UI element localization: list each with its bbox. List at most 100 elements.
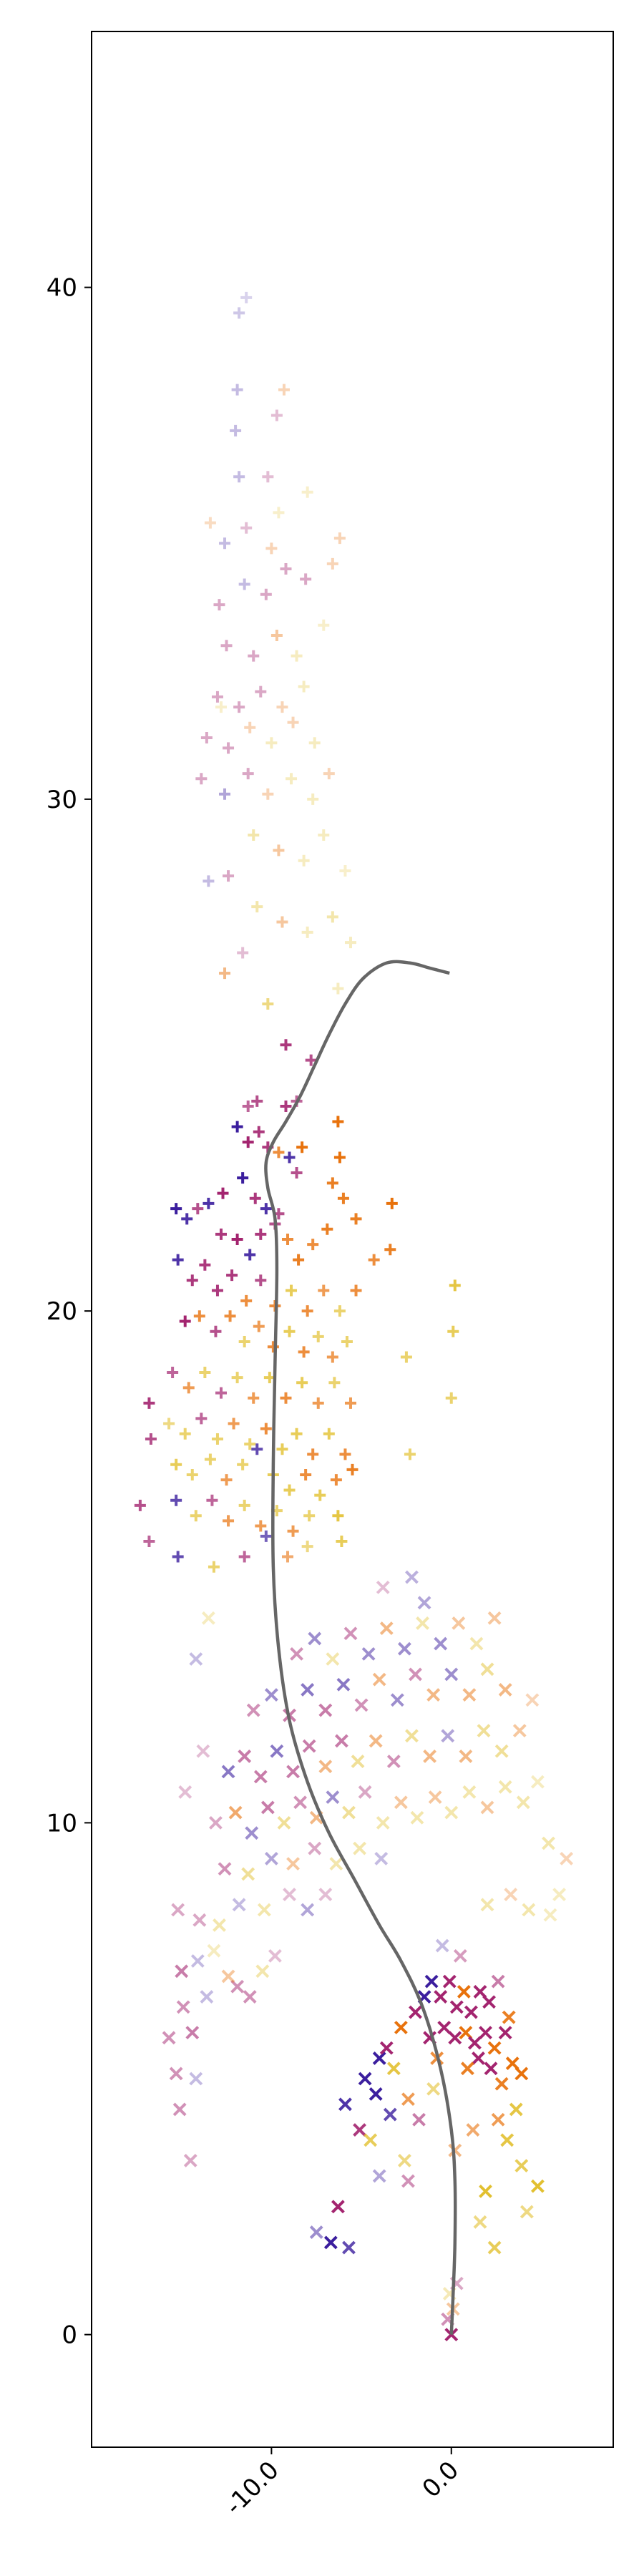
x-marker xyxy=(171,1903,185,1917)
x-marker xyxy=(336,1677,351,1692)
x-marker xyxy=(522,1903,536,1917)
plus-marker xyxy=(215,1228,227,1240)
plus-marker xyxy=(260,588,272,600)
x-marker xyxy=(260,1800,275,1815)
x-marker xyxy=(504,1888,518,1901)
plus-marker xyxy=(303,1510,316,1522)
plus-marker xyxy=(219,537,231,550)
plus-marker xyxy=(237,1172,249,1184)
plus-marker xyxy=(195,1413,208,1425)
plus-marker xyxy=(332,1116,344,1128)
x-marker xyxy=(335,1734,348,1748)
plus-marker xyxy=(333,1305,346,1317)
x-marker xyxy=(409,2005,422,2019)
plus-marker xyxy=(265,542,278,555)
plus-marker xyxy=(231,1372,243,1384)
x-marker xyxy=(213,1918,226,1932)
x-marker xyxy=(207,1943,221,1958)
x-marker xyxy=(354,1698,369,1712)
plus-marker xyxy=(282,1234,294,1245)
plus-marker xyxy=(350,1284,362,1297)
x-marker xyxy=(331,2200,345,2214)
plus-marker xyxy=(143,1536,155,1547)
plus-marker xyxy=(242,1101,254,1113)
plus-marker xyxy=(233,471,245,483)
x-marker xyxy=(308,1841,322,1855)
plus-marker xyxy=(339,865,351,877)
x-marker xyxy=(500,2133,514,2147)
plus-marker xyxy=(206,1494,218,1506)
x-marker xyxy=(543,1908,557,1922)
x-marker xyxy=(329,1857,343,1871)
plus-marker xyxy=(215,701,227,713)
plus-marker xyxy=(296,1141,308,1153)
x-marker xyxy=(512,1724,527,1738)
plus-marker xyxy=(260,1530,272,1542)
plus-marker xyxy=(308,737,321,749)
plus-marker xyxy=(283,1151,296,1163)
plus-marker xyxy=(400,1351,412,1363)
plus-marker xyxy=(208,1561,220,1573)
x-marker xyxy=(301,1683,315,1697)
plus-marker xyxy=(368,1254,380,1266)
x-marker xyxy=(480,1800,494,1815)
trajectory-line xyxy=(264,960,457,2335)
x-marker xyxy=(498,1683,512,1697)
plus-marker xyxy=(301,486,313,498)
x-marker xyxy=(479,2184,492,2198)
plus-marker xyxy=(238,1336,250,1348)
x-marker xyxy=(277,1815,291,1830)
x-marker xyxy=(468,2036,482,2050)
x-marker xyxy=(238,1749,252,1763)
x-marker xyxy=(178,1785,192,1799)
x-marker xyxy=(343,1626,358,1641)
x-marker xyxy=(453,1948,467,1963)
plus-marker xyxy=(283,1484,296,1496)
plus-marker xyxy=(251,1443,263,1455)
plus-marker xyxy=(145,1433,157,1445)
plus-marker xyxy=(231,1121,243,1133)
x-marker xyxy=(364,2133,378,2147)
x-marker xyxy=(469,1636,484,1651)
plus-marker xyxy=(260,1423,272,1435)
plus-marker xyxy=(318,619,330,631)
x-marker xyxy=(372,2169,386,2183)
plus-marker xyxy=(336,1536,348,1547)
plus-marker xyxy=(219,788,231,800)
plus-marker xyxy=(215,1387,227,1399)
x-marker xyxy=(189,1652,203,1666)
x-marker xyxy=(218,1862,232,1876)
plus-marker xyxy=(350,1213,362,1225)
plus-marker xyxy=(300,573,312,585)
x-marker xyxy=(494,2077,509,2091)
x-marker xyxy=(479,2026,492,2040)
plus-marker xyxy=(192,1203,204,1215)
plus-marker xyxy=(291,1428,303,1440)
plus-marker xyxy=(219,967,231,980)
y-tick-label: 30 xyxy=(47,786,77,814)
x-marker xyxy=(514,2067,529,2081)
plus-marker xyxy=(172,1551,184,1563)
plus-marker xyxy=(326,1177,338,1189)
plus-marker xyxy=(270,409,283,421)
plus-marker xyxy=(273,844,285,857)
x-marker xyxy=(482,1995,496,2009)
x-marker xyxy=(318,1703,333,1717)
x-marker xyxy=(514,2159,529,2173)
x-marker xyxy=(444,1805,459,1820)
x-marker xyxy=(189,2072,203,2086)
x-marker xyxy=(480,1662,494,1677)
x-marker xyxy=(386,2062,401,2076)
x-marker xyxy=(509,2102,523,2117)
x-marker xyxy=(326,1652,340,1666)
x-marker xyxy=(241,1867,255,1881)
plus-marker xyxy=(238,1551,250,1563)
plus-marker xyxy=(328,1377,341,1389)
x-marker xyxy=(435,1938,449,1953)
x-marker xyxy=(323,2235,338,2250)
x-marker xyxy=(190,1954,205,1968)
x-marker xyxy=(185,2026,200,2040)
plus-marker xyxy=(326,911,338,923)
x-marker xyxy=(201,1611,215,1625)
